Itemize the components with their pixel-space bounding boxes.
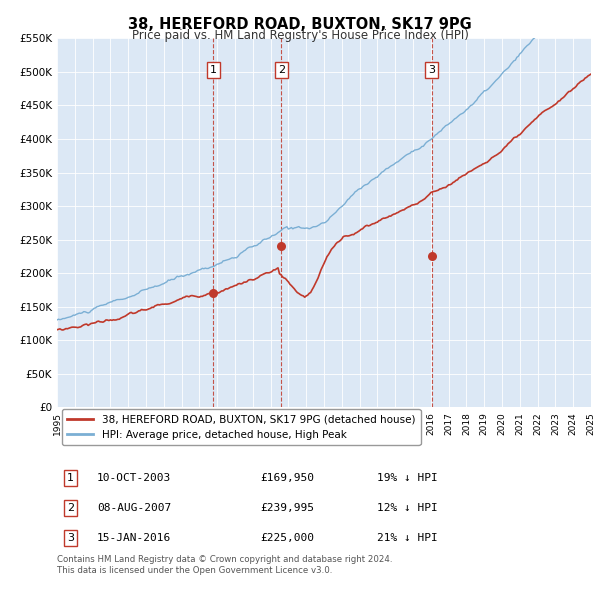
Text: 2: 2 <box>278 65 285 75</box>
Text: 10-OCT-2003: 10-OCT-2003 <box>97 473 172 483</box>
Text: 12% ↓ HPI: 12% ↓ HPI <box>377 503 438 513</box>
Legend: 38, HEREFORD ROAD, BUXTON, SK17 9PG (detached house), HPI: Average price, detach: 38, HEREFORD ROAD, BUXTON, SK17 9PG (det… <box>62 409 421 445</box>
Text: £239,995: £239,995 <box>260 503 314 513</box>
Text: 2: 2 <box>67 503 74 513</box>
Text: 1: 1 <box>210 65 217 75</box>
Text: 38, HEREFORD ROAD, BUXTON, SK17 9PG: 38, HEREFORD ROAD, BUXTON, SK17 9PG <box>128 17 472 31</box>
Text: 3: 3 <box>428 65 435 75</box>
Text: 21% ↓ HPI: 21% ↓ HPI <box>377 533 438 543</box>
Text: Price paid vs. HM Land Registry's House Price Index (HPI): Price paid vs. HM Land Registry's House … <box>131 30 469 42</box>
Text: £225,000: £225,000 <box>260 533 314 543</box>
Text: 08-AUG-2007: 08-AUG-2007 <box>97 503 172 513</box>
Text: £169,950: £169,950 <box>260 473 314 483</box>
Text: 3: 3 <box>67 533 74 543</box>
Text: 15-JAN-2016: 15-JAN-2016 <box>97 533 172 543</box>
Text: 19% ↓ HPI: 19% ↓ HPI <box>377 473 438 483</box>
Text: This data is licensed under the Open Government Licence v3.0.: This data is licensed under the Open Gov… <box>57 566 332 575</box>
Text: Contains HM Land Registry data © Crown copyright and database right 2024.: Contains HM Land Registry data © Crown c… <box>57 555 392 563</box>
Text: 1: 1 <box>67 473 74 483</box>
